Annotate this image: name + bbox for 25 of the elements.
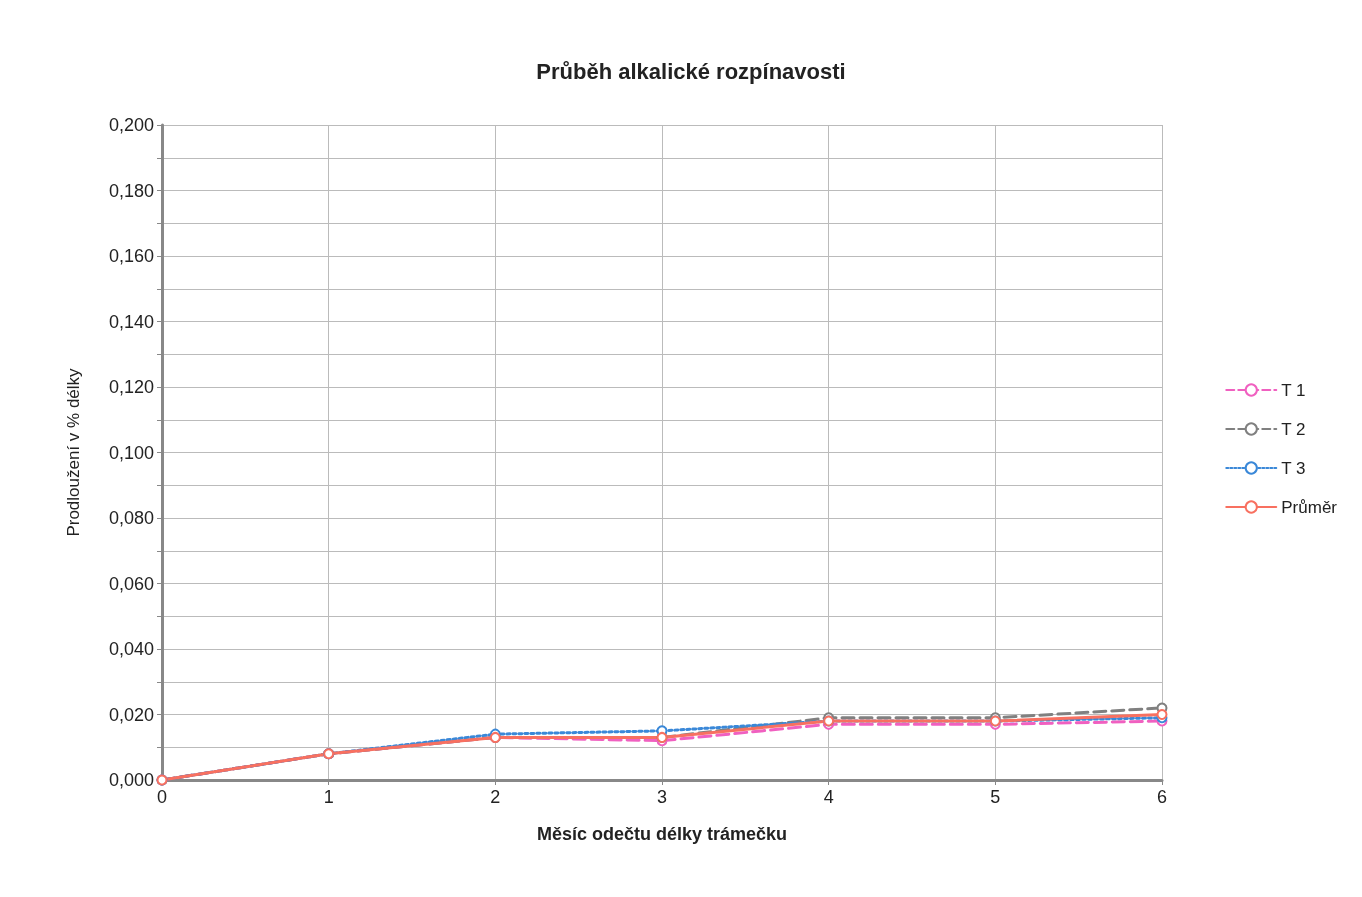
x-tick-label: 0: [156, 787, 168, 807]
legend-label: T 1: [1281, 380, 1306, 400]
x-axis-title: Měsíc odečtu délky trámečku: [536, 824, 788, 844]
y-tick-label: 0,160: [108, 246, 154, 266]
y-tick-label: 0,080: [108, 508, 154, 528]
y-tick-label: 0,200: [108, 115, 154, 135]
y-tick-label: 0,000: [108, 770, 154, 790]
x-tick-label: 5: [990, 787, 1001, 807]
y-tick-label: 0,040: [108, 639, 154, 659]
chart-title: Průběh alkalické rozpínavosti: [536, 58, 846, 84]
x-tick-label: 2: [490, 787, 501, 807]
y-tick-label: 0,020: [108, 704, 154, 725]
y-axis-title: Prodloužení v % délky: [64, 367, 83, 537]
x-tick-label: 1: [323, 787, 334, 807]
y-tick-label: 0,140: [108, 311, 154, 332]
x-tick-label: 4: [823, 787, 834, 807]
y-tick-label: 0,120: [108, 377, 154, 397]
x-tick-label: 3: [656, 787, 668, 807]
legend-label: Průměr: [1281, 497, 1338, 517]
legend-label: T 2: [1281, 419, 1306, 439]
y-tick-label: 0,060: [108, 573, 154, 594]
y-tick-label: 0,180: [108, 180, 154, 201]
x-tick-label: 6: [1156, 787, 1168, 807]
legend-label: T 3: [1281, 458, 1306, 478]
y-tick-label: 0,100: [108, 442, 154, 463]
